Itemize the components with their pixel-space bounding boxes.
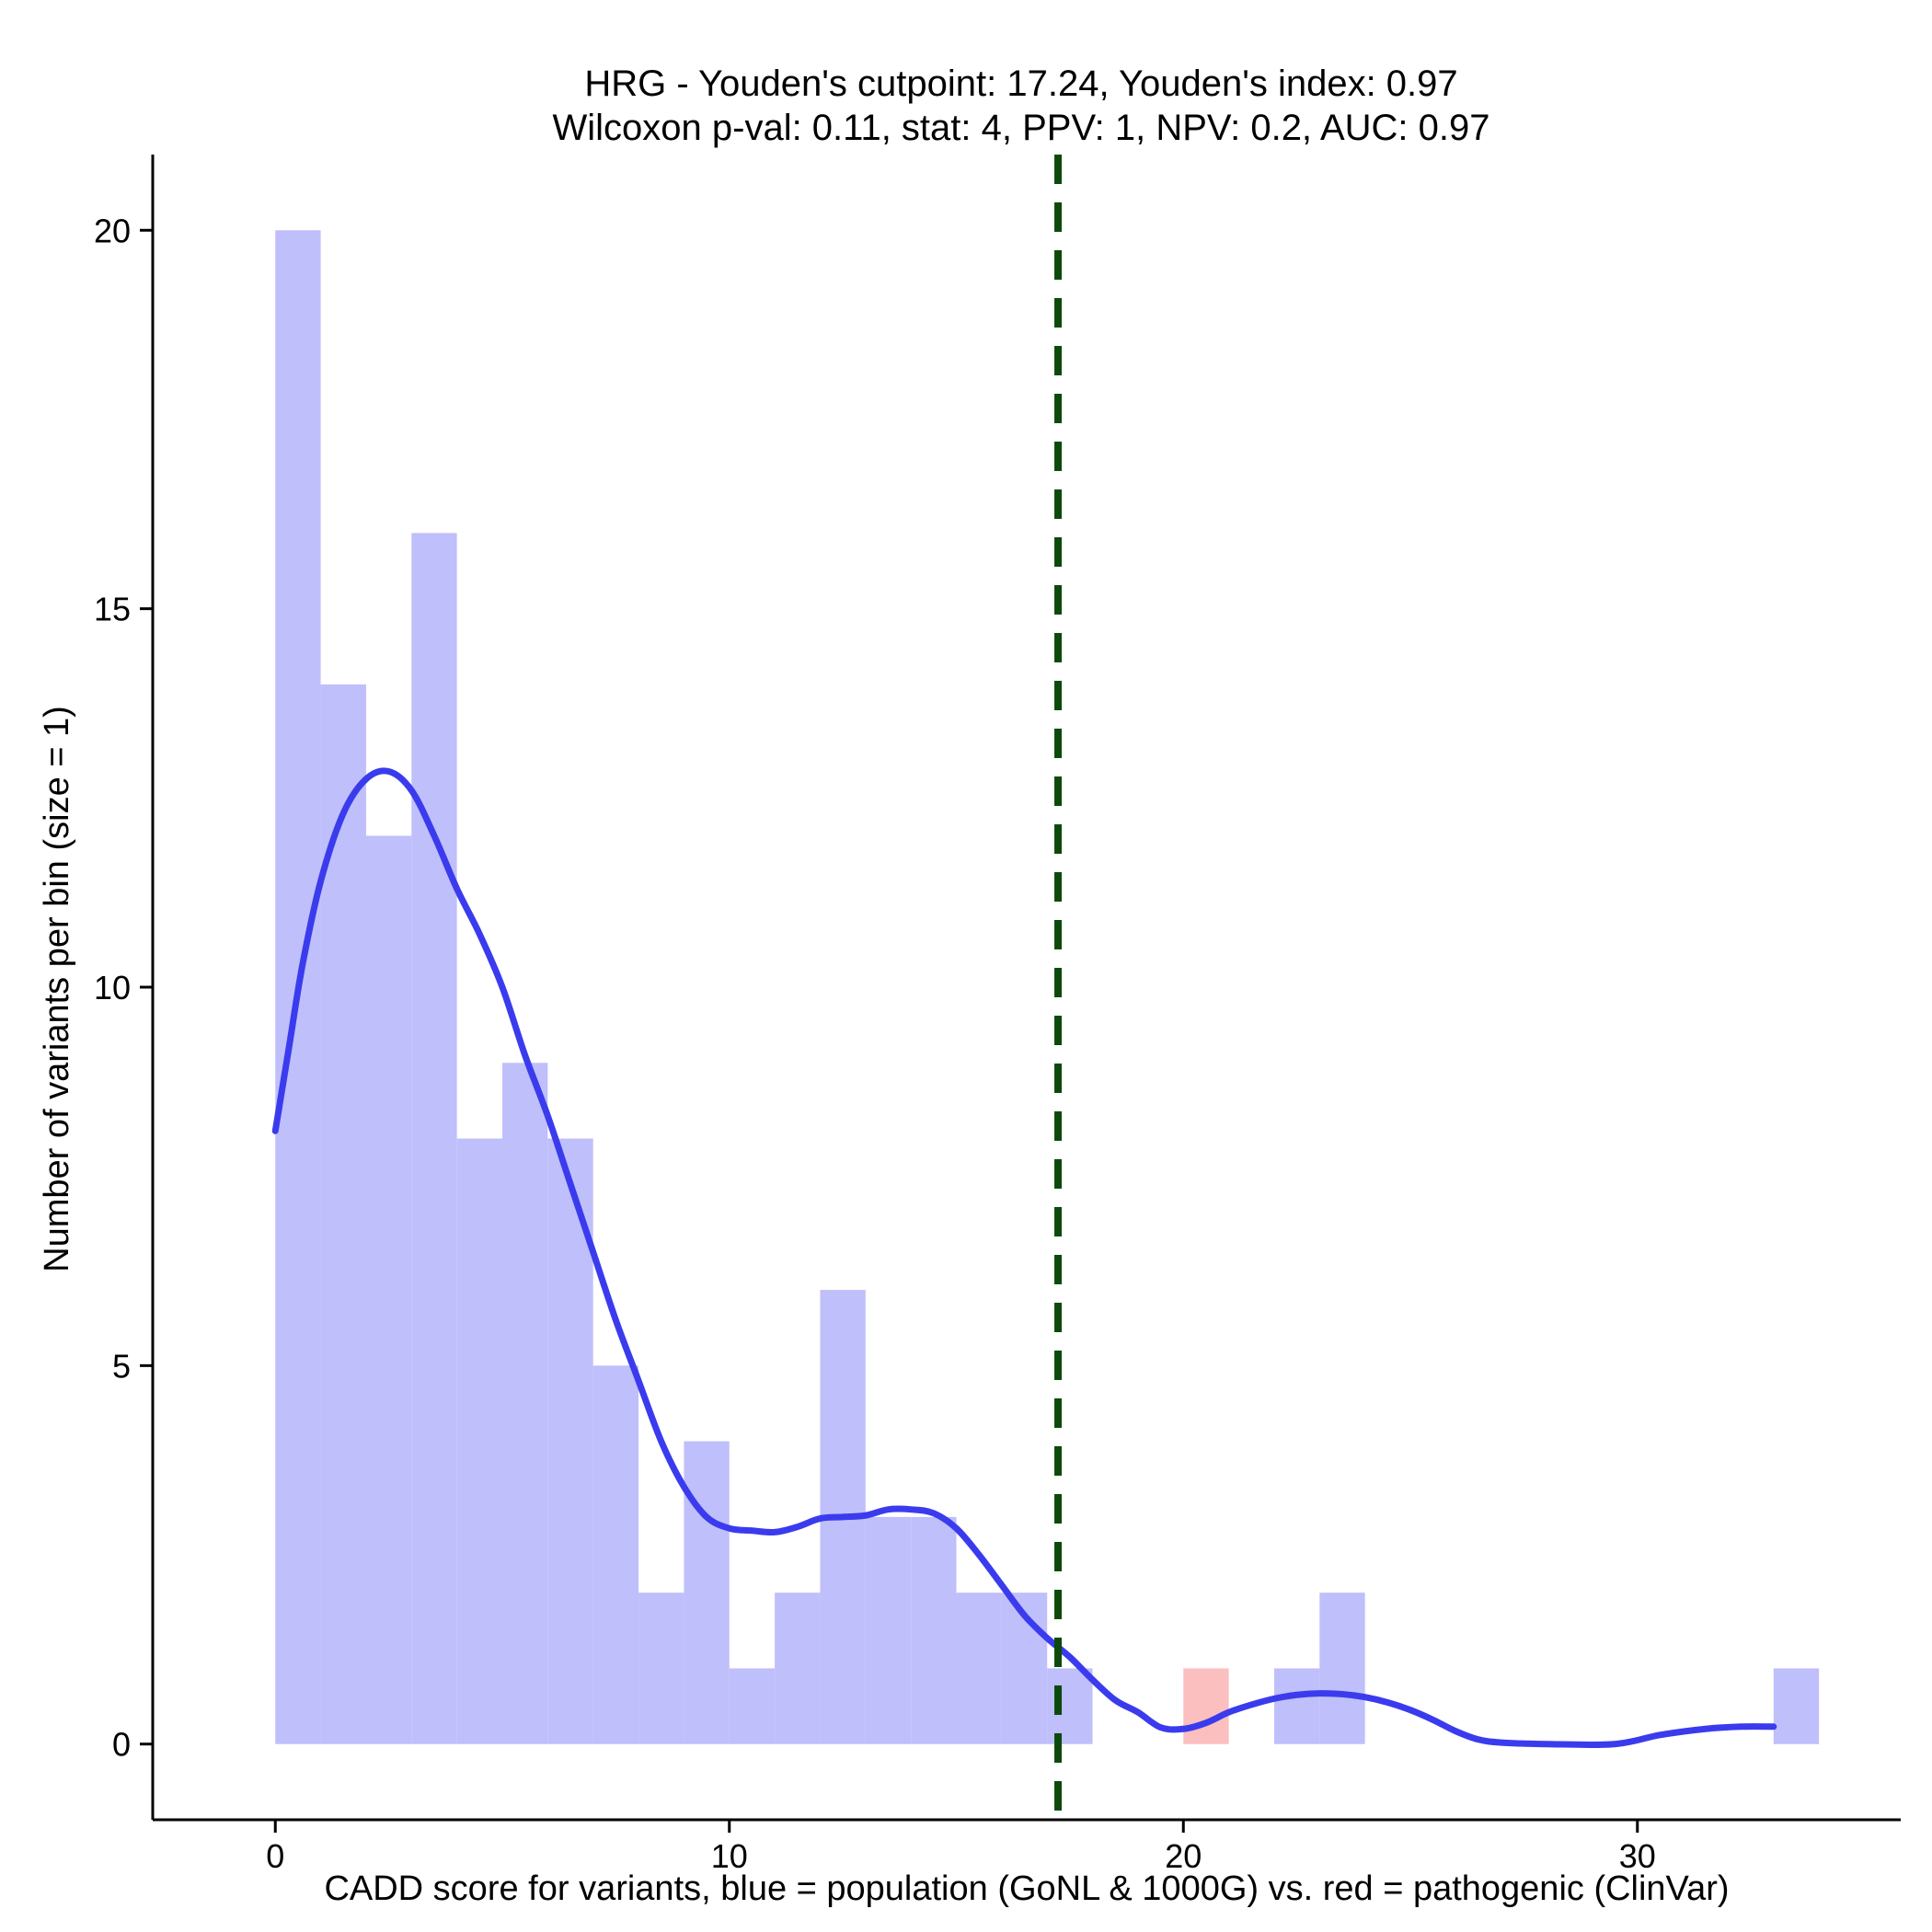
population-bar-9 bbox=[684, 1441, 730, 1744]
population-bar-22 bbox=[1273, 1668, 1320, 1744]
x-tick-label-20: 20 bbox=[1165, 1837, 1202, 1875]
x-axis-label: CADD score for variants, blue = populati… bbox=[324, 1869, 1729, 1908]
y-ticks: 0 5 10 15 20 bbox=[94, 212, 153, 1764]
x-ticks: 0 10 20 30 bbox=[266, 1820, 1656, 1875]
population-bar-3 bbox=[411, 533, 457, 1744]
population-bar-5 bbox=[502, 1063, 548, 1744]
population-bar-1 bbox=[320, 684, 366, 1744]
population-bar-10 bbox=[729, 1668, 776, 1744]
y-tick-label-10: 10 bbox=[94, 969, 131, 1006]
density-curve bbox=[271, 767, 1777, 1749]
population-bar-15 bbox=[956, 1593, 1002, 1744]
population-bar-13 bbox=[865, 1516, 912, 1744]
population-bar-23 bbox=[1319, 1593, 1365, 1744]
population-bar-11 bbox=[775, 1593, 821, 1744]
y-tick-label-5: 5 bbox=[112, 1347, 131, 1385]
population-bar-14 bbox=[911, 1516, 957, 1744]
y-axis-label: Number of variants per bin (size = 1) bbox=[38, 706, 76, 1272]
x-tick-label-0: 0 bbox=[266, 1837, 284, 1875]
y-tick-label-20: 20 bbox=[94, 212, 131, 249]
x-tick-label-30: 30 bbox=[1619, 1837, 1656, 1875]
population-bar-8 bbox=[638, 1593, 684, 1744]
y-tick-label-15: 15 bbox=[94, 591, 131, 628]
population-bar-17 bbox=[1047, 1668, 1093, 1744]
chart-title-line1: HRG - Youden's cutpoint: 17.24, Youden's… bbox=[584, 63, 1457, 104]
population-bar-2 bbox=[365, 835, 412, 1744]
chart-title-line2: Wilcoxon p-val: 0.11, stat: 4, PPV: 1, N… bbox=[553, 108, 1490, 148]
x-tick-label-10: 10 bbox=[711, 1837, 748, 1875]
population-bar-4 bbox=[456, 1138, 502, 1744]
population-bar-7 bbox=[592, 1365, 639, 1744]
density-curve-group bbox=[271, 767, 1777, 1749]
pathogenic-bar-20 bbox=[1183, 1668, 1229, 1744]
histogram-bars bbox=[275, 230, 1820, 1744]
y-tick-label-0: 0 bbox=[112, 1726, 131, 1764]
population-bar-33 bbox=[1773, 1668, 1820, 1744]
